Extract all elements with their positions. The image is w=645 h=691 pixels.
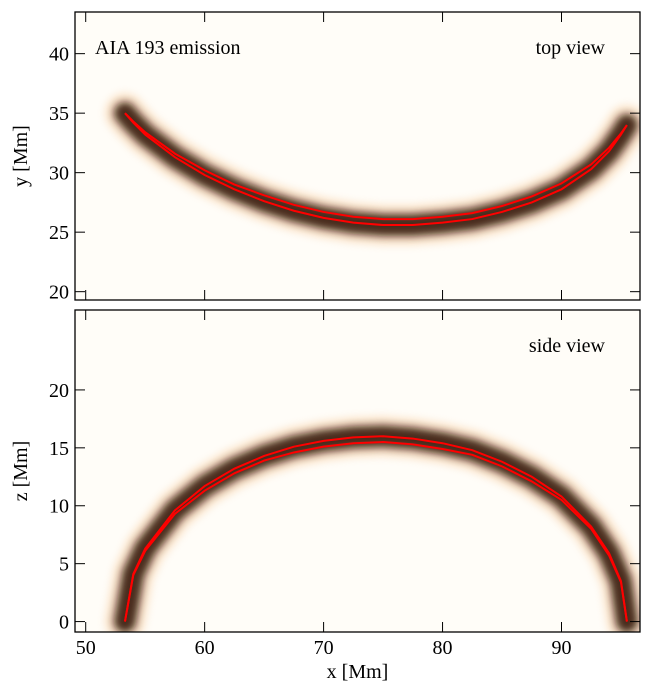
axes-frame [74, 11, 641, 301]
x-tick-label: 90 [551, 637, 571, 659]
fit-curve [123, 441, 628, 622]
x-tick-label: 80 [433, 637, 453, 659]
y-tick-label: 30 [49, 163, 69, 185]
y-tick-label: 15 [49, 438, 69, 460]
y-tick-label: 40 [49, 44, 69, 66]
fit-curve [123, 435, 628, 622]
plot-content [104, 93, 640, 246]
fit-curve [124, 112, 628, 227]
axes-frame [74, 309, 641, 633]
y-tick-label: 25 [49, 222, 69, 244]
x-axis-label: x [Mm] [327, 661, 389, 683]
y-tick-label: 35 [49, 103, 69, 125]
y-tick-label: 10 [49, 496, 69, 518]
x-tick-label: 60 [195, 637, 215, 659]
annotation: top view [536, 37, 606, 59]
annotation: side view [529, 335, 606, 357]
y-tick-label: 0 [59, 612, 69, 634]
fit-curve [124, 112, 628, 221]
x-tick-label: 70 [314, 637, 334, 659]
y-axis-label: z [Mm] [10, 441, 32, 502]
y-axis-label: y [Mm] [10, 125, 32, 187]
plot-content [104, 416, 640, 632]
x-tick-label: 50 [76, 637, 96, 659]
y-tick-label: 20 [49, 282, 69, 304]
annotation: AIA 193 emission [95, 37, 241, 59]
y-tick-label: 20 [49, 380, 69, 402]
y-tick-label: 5 [59, 554, 69, 576]
